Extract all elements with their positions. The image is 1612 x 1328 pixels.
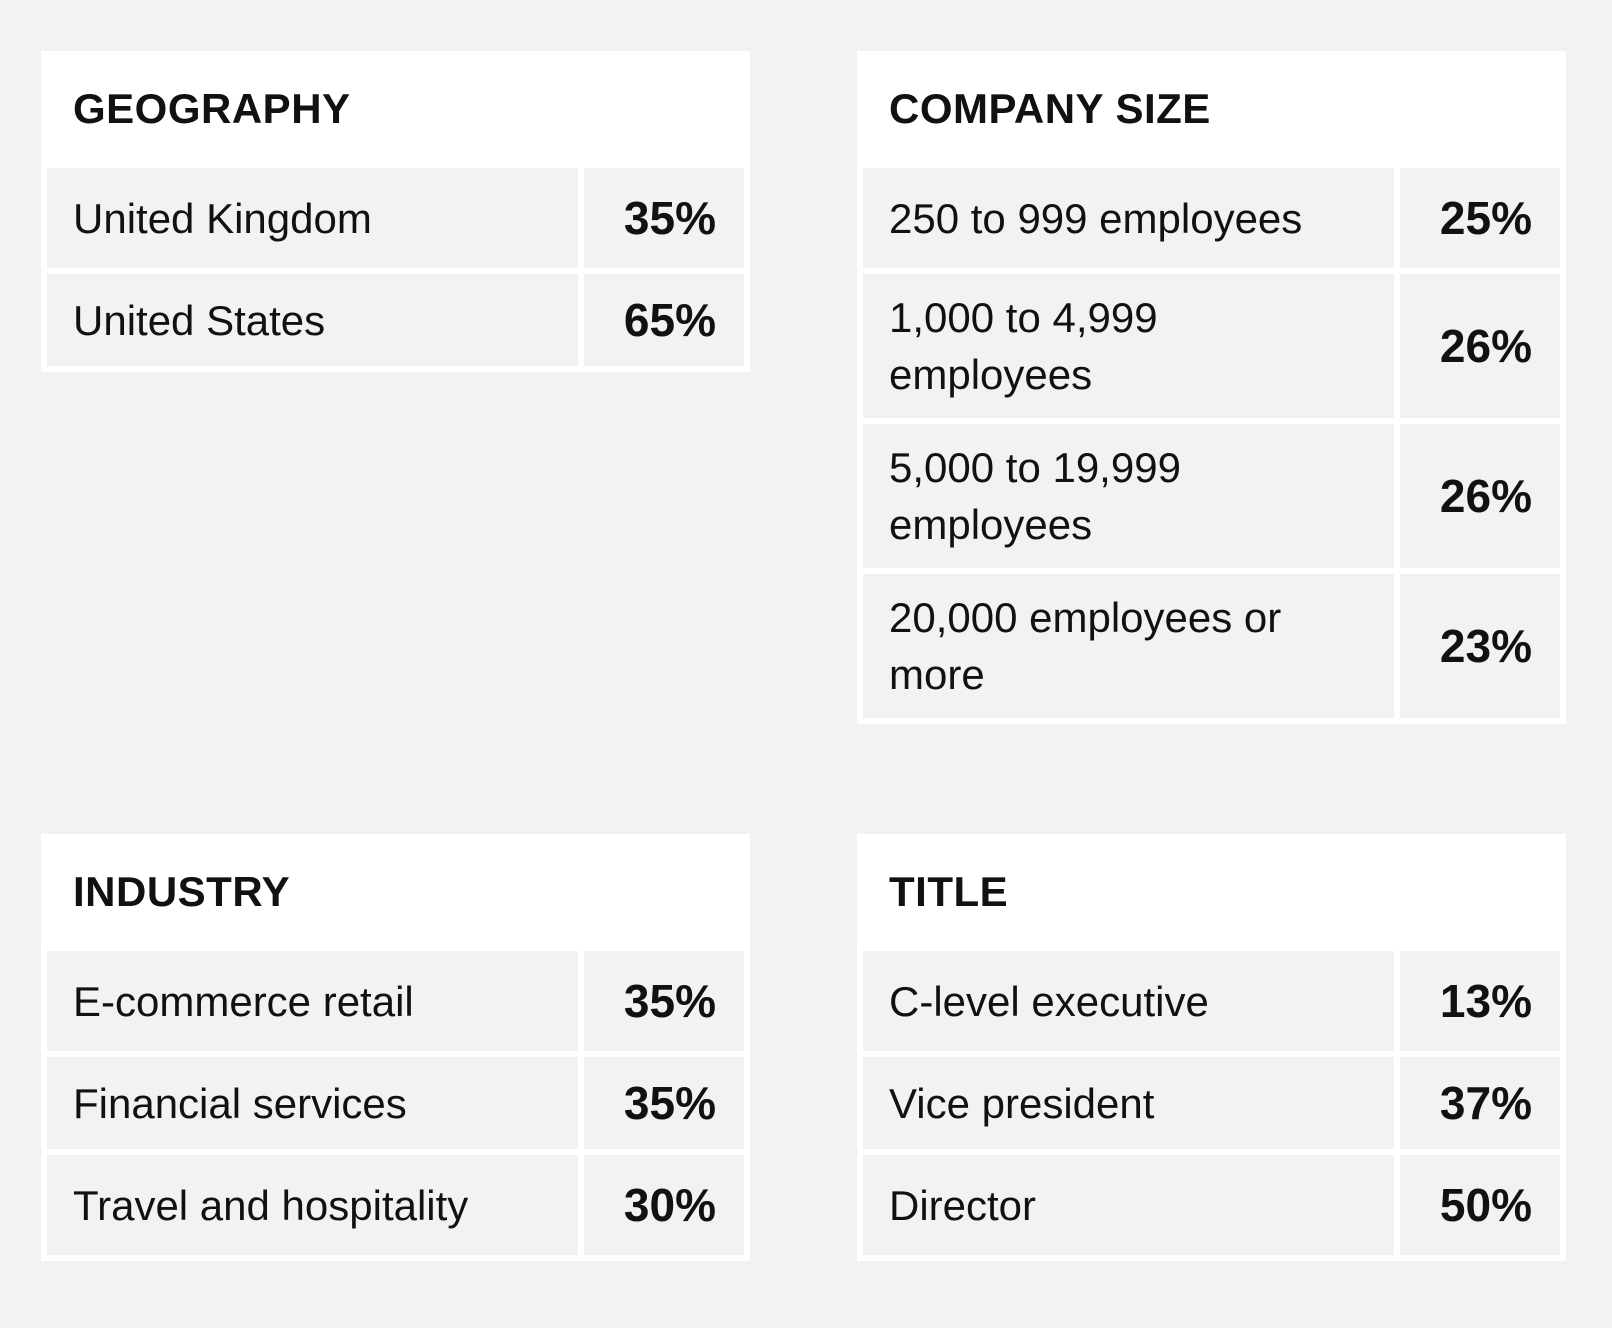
row-label: Vice president [863, 1057, 1394, 1149]
row-value: 30% [584, 1155, 744, 1255]
geography-title: GEOGRAPHY [73, 85, 351, 132]
row-label: United States [47, 274, 578, 366]
row-label: 20,000 employees or more [863, 574, 1394, 718]
row-value: 50% [1400, 1155, 1560, 1255]
row-value: 35% [584, 1057, 744, 1149]
table-row: 250 to 999 employees 25% [863, 168, 1560, 268]
table-row: 1,000 to 4,999 employees 26% [863, 274, 1560, 418]
company-size-title: COMPANY SIZE [889, 85, 1211, 132]
row-value: 35% [584, 951, 744, 1051]
row-label: Financial services [47, 1057, 578, 1149]
row-label: 5,000 to 19,999 employees [863, 424, 1394, 568]
table-row: Travel and hospitality 30% [47, 1155, 744, 1255]
row-label: C-level executive [863, 951, 1394, 1051]
industry-rows: E-commerce retail 35% Financial services… [47, 951, 744, 1255]
table-row: United States 65% [47, 274, 744, 366]
row-label: Travel and hospitality [47, 1155, 578, 1255]
table-row: C-level executive 13% [863, 951, 1560, 1051]
title-card: TITLE C-level executive 13% Vice preside… [857, 834, 1566, 1261]
table-row: 20,000 employees or more 23% [863, 574, 1560, 718]
table-row: Director 50% [863, 1155, 1560, 1255]
title-rows: C-level executive 13% Vice president 37%… [863, 951, 1560, 1255]
row-value: 35% [584, 168, 744, 268]
row-label: 250 to 999 employees [863, 168, 1394, 268]
geography-rows: United Kingdom 35% United States 65% [47, 168, 744, 366]
table-row: United Kingdom 35% [47, 168, 744, 268]
row-label: United Kingdom [47, 168, 578, 268]
industry-title: INDUSTRY [73, 868, 291, 915]
row-value: 65% [584, 274, 744, 366]
row-value: 25% [1400, 168, 1560, 268]
company-size-card: COMPANY SIZE 250 to 999 employees 25% 1,… [857, 51, 1566, 724]
row-value: 23% [1400, 574, 1560, 718]
row-label: E-commerce retail [47, 951, 578, 1051]
row-value: 26% [1400, 424, 1560, 568]
table-row: Financial services 35% [47, 1057, 744, 1149]
industry-card: INDUSTRY E-commerce retail 35% Financial… [41, 834, 750, 1261]
table-row: 5,000 to 19,999 employees 26% [863, 424, 1560, 568]
geography-card: GEOGRAPHY United Kingdom 35% United Stat… [41, 51, 750, 372]
row-value: 26% [1400, 274, 1560, 418]
row-value: 13% [1400, 951, 1560, 1051]
company-size-rows: 250 to 999 employees 25% 1,000 to 4,999 … [863, 168, 1560, 718]
row-label: 1,000 to 4,999 employees [863, 274, 1394, 418]
table-row: Vice president 37% [863, 1057, 1560, 1149]
row-value: 37% [1400, 1057, 1560, 1149]
table-row: E-commerce retail 35% [47, 951, 744, 1051]
title-section-title: TITLE [889, 868, 1009, 915]
row-label: Director [863, 1155, 1394, 1255]
